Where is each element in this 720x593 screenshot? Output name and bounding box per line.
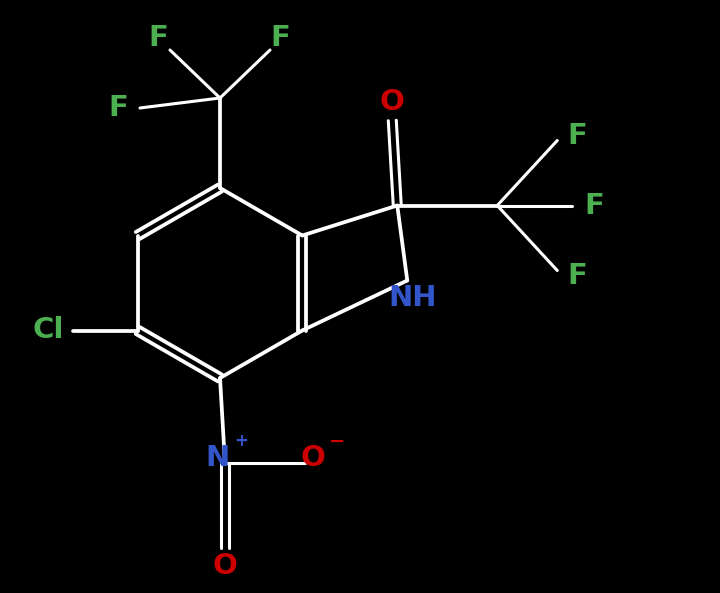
Text: N: N (205, 444, 229, 472)
Text: Cl: Cl (33, 317, 65, 345)
Text: F: F (567, 122, 588, 149)
Text: F: F (270, 24, 290, 52)
Text: O: O (212, 552, 238, 580)
Text: NH: NH (388, 285, 436, 313)
Text: F: F (585, 192, 604, 219)
Text: +: + (234, 432, 248, 450)
Text: O: O (380, 88, 405, 116)
Text: F: F (108, 94, 128, 122)
Text: F: F (567, 262, 588, 289)
Text: −: − (329, 432, 345, 451)
Text: O: O (300, 444, 325, 472)
Text: F: F (148, 24, 168, 52)
